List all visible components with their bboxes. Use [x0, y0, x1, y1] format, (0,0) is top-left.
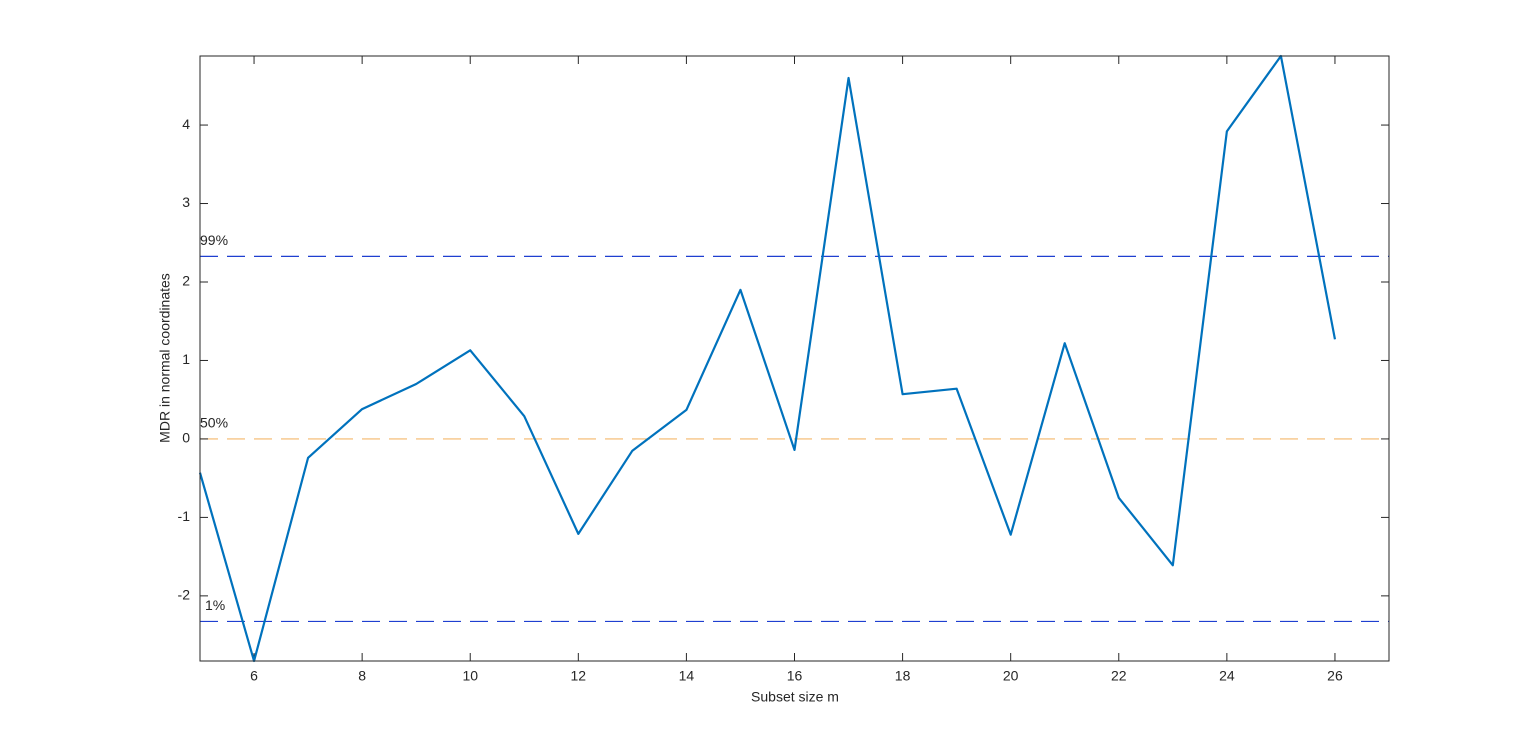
x-tick-label: 6: [250, 668, 258, 684]
x-tick-label: 16: [787, 668, 803, 684]
y-tick-label: 2: [182, 273, 190, 289]
x-tick-label: 14: [679, 668, 695, 684]
y-tick-label: 1: [182, 351, 190, 367]
x-tick-label: 8: [358, 668, 366, 684]
y-tick-label: 4: [182, 116, 190, 132]
x-tick-label: 22: [1111, 668, 1127, 684]
y-tick-label: 3: [182, 194, 190, 210]
y-tick-label: -1: [178, 508, 191, 524]
reference-label: 99%: [200, 232, 228, 248]
axes-box: [199, 55, 1390, 662]
reference-label: 1%: [205, 597, 225, 613]
x-tick-label: 24: [1219, 668, 1235, 684]
x-tick-label: 18: [895, 668, 911, 684]
y-axis-label: MDR in normal coordinates: [157, 273, 173, 443]
x-tick-label: 10: [462, 668, 478, 684]
y-tick-label: -2: [178, 587, 191, 603]
x-axis-label: Subset size m: [751, 689, 839, 705]
x-tick-label: 26: [1327, 668, 1343, 684]
x-tick-label: 12: [571, 668, 587, 684]
y-tick-label: 0: [182, 430, 190, 446]
data-line: [198, 54, 1337, 663]
reference-label: 50%: [200, 415, 228, 431]
x-tick-label: 20: [1003, 668, 1019, 684]
